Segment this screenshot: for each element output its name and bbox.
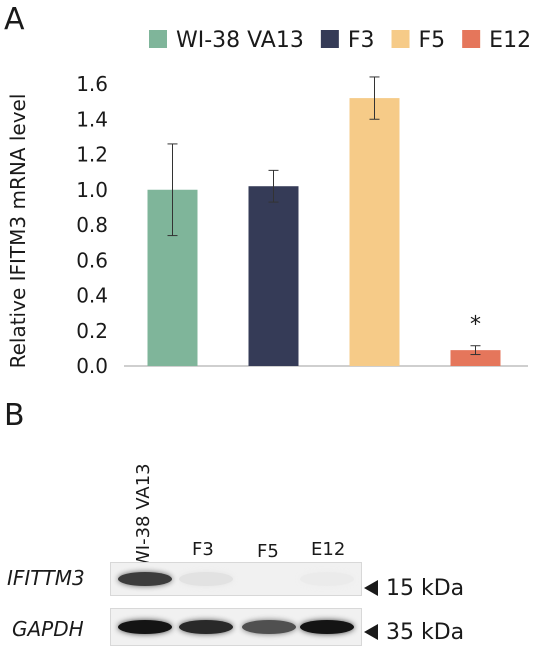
significance-marker: * <box>470 313 481 338</box>
kda-label-gapdh: 35 kDa <box>386 620 465 645</box>
lane-label-f5: F5 <box>257 541 279 562</box>
y-tick-label: 0.6 <box>76 248 108 272</box>
panel-label-a: A <box>4 2 25 37</box>
bars: * <box>147 76 501 366</box>
y-tick-label: 1.6 <box>76 72 108 96</box>
blot-strip-gapdh <box>110 608 362 646</box>
legend-swatch <box>149 30 167 48</box>
y-axis: 0.0 0.2 0.4 0.6 0.8 1.0 1.2 1.4 1.6 Relative IFIT… <box>6 72 528 378</box>
y-tick-label: 0.2 <box>76 319 108 343</box>
lane-label-f3: F3 <box>192 539 214 560</box>
bar <box>248 186 299 366</box>
y-tick-label: 0.4 <box>76 284 108 308</box>
y-tick-label: 0.0 <box>76 354 108 378</box>
blot-band <box>179 620 233 634</box>
blot-band <box>242 620 296 634</box>
legend-swatch <box>462 30 481 48</box>
legend-swatch <box>320 30 339 48</box>
arrow-gapdh <box>364 624 378 640</box>
bar <box>349 98 400 366</box>
blot-band <box>300 572 354 586</box>
y-tick-label: 1.2 <box>76 143 108 167</box>
panel-label-b: B <box>4 398 25 433</box>
legend-swatch <box>391 30 410 48</box>
y-tick-label: 1.4 <box>76 107 108 131</box>
y-axis-label: Relative IFITM3 mRNA level <box>6 94 30 369</box>
legend-entry: F3 <box>348 28 375 53</box>
bar <box>450 350 501 366</box>
gene-label-gapdh: GAPDH <box>12 617 84 641</box>
blot-band <box>118 572 172 586</box>
y-tick-label: 0.8 <box>76 213 108 237</box>
lane-label-wi38: WI-38 VA13 <box>133 463 154 568</box>
kda-label-ifittm3: 15 kDa <box>386 576 465 601</box>
legend-entry: E12 <box>489 28 531 53</box>
chart-legend: WI-38 VA13 F3 F5 E12 <box>149 28 531 53</box>
gene-label-ifittm3: IFITTM3 <box>7 566 85 590</box>
legend-entry: F5 <box>419 28 446 53</box>
arrow-ifittm3 <box>364 580 378 596</box>
blot-band <box>179 572 233 586</box>
legend-entry: WI-38 VA13 <box>176 28 304 53</box>
blot-band <box>300 620 354 634</box>
blot-strip-ifittm3 <box>110 562 362 596</box>
blot-band <box>118 620 172 634</box>
bar-chart: WI-38 VA13 F3 F5 E12 0.0 0.2 0.4 0.6 0.8 1.0 1.2 1… <box>6 28 531 378</box>
lane-label-e12: E12 <box>311 539 346 560</box>
y-tick-label: 1.0 <box>76 178 108 202</box>
